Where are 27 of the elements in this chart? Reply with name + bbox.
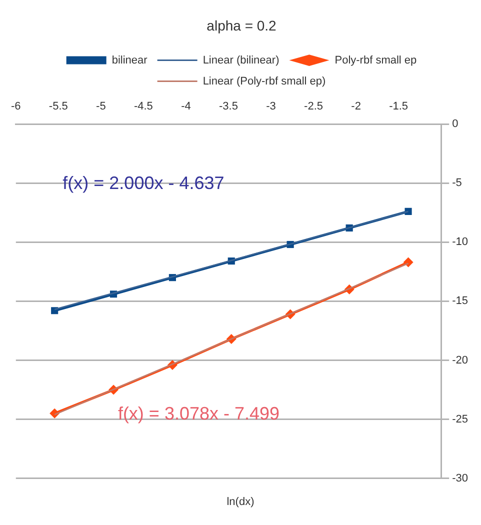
x-tick-label: -3.5 [219, 100, 238, 112]
y-tick-label: 0 [452, 118, 458, 130]
chart-title: alpha = 0.2 [206, 17, 277, 34]
y-tick-label: -30 [452, 472, 468, 484]
y-tick-label: -20 [452, 354, 468, 366]
point [404, 208, 412, 215]
point [403, 257, 414, 268]
x-tick-label: -4 [181, 100, 191, 112]
x-tick-label: -6 [11, 100, 21, 112]
x-tick-label: -2 [351, 100, 361, 112]
annotation: f(x) = 2.000x - 4.637 [62, 173, 224, 194]
legend-label: Linear (Poly-rbf small ep) [202, 75, 326, 88]
x-tick-label: -4.5 [134, 100, 153, 112]
y-tick-label: -15 [452, 295, 468, 308]
legend-label: Linear (bilinear) [202, 54, 280, 66]
x-tick-label: -1.5 [389, 100, 408, 112]
y-tick-label: -5 [452, 177, 462, 190]
legend-label: bilinear [112, 54, 148, 66]
x-axis-title: ln(dx) [226, 496, 256, 508]
legend-label: Poly-rbf small ep [334, 54, 417, 66]
x-tick-label: -2.5 [304, 100, 324, 112]
annotation: f(x) = 3.078x - 7.499 [118, 404, 280, 424]
x-tick-label: -3 [266, 100, 276, 112]
y-tick-label: -25 [452, 413, 468, 426]
x-tick-label: -5.5 [48, 100, 68, 112]
x-tick-label: -5 [96, 100, 106, 112]
y-tick-label: -10 [452, 236, 468, 248]
